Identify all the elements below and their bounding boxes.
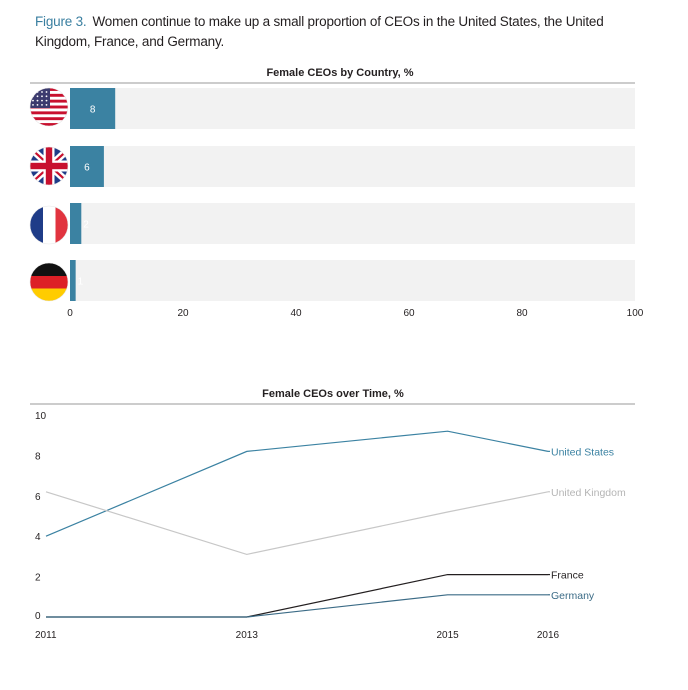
- us-flag-star: [45, 91, 48, 93]
- line-chart-title: Female CEOs over Time, %: [262, 388, 404, 400]
- y-tick-label: 8: [35, 451, 41, 462]
- bar-chart-title: Female CEOs by Country, %: [266, 67, 413, 79]
- flag-outline: [29, 87, 69, 127]
- y-tick-label: 2: [35, 573, 41, 584]
- flag-outline: [29, 262, 69, 302]
- bar-data-label: 1: [78, 277, 84, 288]
- us-flag-star: [32, 99, 34, 102]
- bar-data-label: 6: [84, 163, 90, 174]
- flag-outline: [29, 146, 69, 186]
- us-flag-star: [41, 99, 43, 102]
- y-tick-label: 6: [35, 492, 41, 503]
- bar-track: [70, 146, 635, 187]
- us-flag-star: [45, 104, 48, 106]
- germany-flag-black: [30, 263, 68, 276]
- series-line: [46, 594, 548, 618]
- us-flag-stripe: [30, 114, 68, 118]
- germany-flag-red: [30, 276, 68, 289]
- us-flag-star: [41, 104, 43, 106]
- us-flag-star: [32, 104, 34, 106]
- bar-data-label: 2: [83, 220, 89, 231]
- us-flag-star: [36, 95, 39, 98]
- us-flag-star: [41, 91, 43, 93]
- bar: [70, 203, 82, 244]
- x-tick-label: 2016: [537, 630, 560, 641]
- series-line: [45, 491, 549, 556]
- series-label: United Kingdom: [551, 487, 626, 499]
- figure-label: Figure 3.: [35, 14, 87, 29]
- france-flag-icon: [30, 206, 68, 244]
- uk-flag-cross-red: [45, 147, 53, 185]
- us-flag-stripe: [30, 117, 68, 121]
- series-label: United States: [551, 446, 614, 458]
- germany-flag-gold: [30, 288, 68, 301]
- x-tick-label: 2011: [35, 630, 57, 641]
- x-tick-label: 80: [516, 308, 528, 319]
- series-label: France: [551, 570, 584, 582]
- bar-track: [70, 203, 635, 244]
- france-flag-red: [55, 206, 68, 244]
- bar-track: [70, 88, 635, 129]
- x-tick-label: 2015: [436, 630, 459, 641]
- us-flag-stripe: [30, 123, 68, 126]
- x-tick-label: 100: [627, 308, 644, 319]
- x-tick-label: 0: [67, 308, 73, 319]
- x-tick-label: 40: [290, 308, 302, 319]
- y-tick-label: 10: [35, 411, 47, 422]
- bar: [70, 88, 116, 129]
- series-line: [45, 430, 549, 537]
- series-label: Germany: [551, 590, 595, 602]
- us-flag-star: [36, 99, 39, 102]
- us-flag-stripe: [30, 108, 68, 112]
- us-flag-stripe: [30, 111, 68, 115]
- us-flag-star: [41, 95, 43, 98]
- france-flag-white: [43, 206, 56, 244]
- x-tick-label: 60: [403, 308, 415, 319]
- bar: [70, 260, 76, 301]
- us-flag-star: [36, 104, 39, 106]
- flag-outline: [29, 205, 69, 245]
- figure-caption-text: Women continue to make up a small propor…: [35, 14, 604, 49]
- us-flag-star: [45, 99, 48, 102]
- germany-flag-icon: [30, 263, 68, 301]
- y-tick-label: 0: [35, 611, 41, 622]
- x-tick-label: 20: [177, 308, 189, 319]
- x-tick-label: 2013: [236, 630, 259, 641]
- us-flag-star: [32, 91, 34, 93]
- uk-flag-icon: [30, 147, 68, 185]
- figure-caption: Figure 3. Women continue to make up a sma…: [35, 12, 635, 52]
- bar-data-label: 8: [90, 105, 96, 116]
- us-flag-star: [45, 95, 48, 98]
- bar: [70, 146, 104, 187]
- y-tick-label: 4: [35, 532, 41, 543]
- series-line: [46, 573, 548, 618]
- us-flag-stripe: [30, 120, 68, 124]
- bar-track: [70, 260, 635, 301]
- us-flag-icon: [30, 88, 68, 126]
- france-flag-blue: [30, 206, 43, 244]
